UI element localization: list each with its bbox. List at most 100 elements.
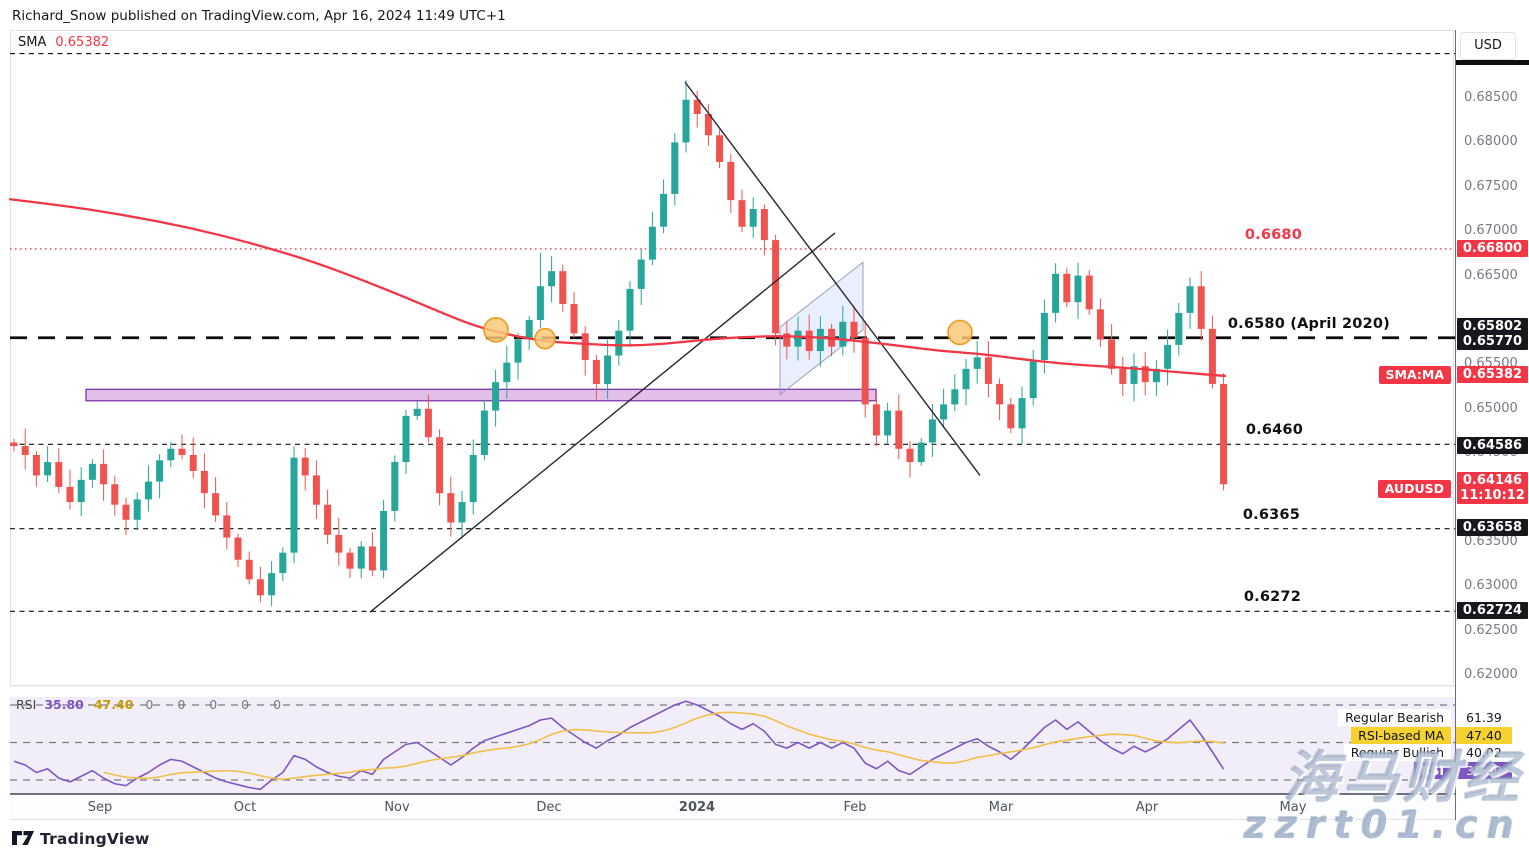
flag-pattern[interactable] [779,261,864,396]
candle [1186,286,1194,313]
candle [559,271,567,305]
support-zone-rectangle[interactable] [85,388,877,402]
sma-legend[interactable]: SMA 0.65382 [18,35,109,50]
candle [996,383,1004,405]
candle [357,546,365,569]
tradingview-logo[interactable]: TradingView [12,830,150,848]
rsi-legend-value: 35.80 [44,697,84,712]
rsi-row-label-regular-bullish: Regular Bullish [1343,744,1451,761]
price-axis[interactable]: USD 0.68500 0.68000 0.67500 0.67000 0.66500 0… [1455,30,1529,820]
rsi-legend[interactable]: RSI 35.80 47.40 0 0 0 0 0 [16,697,291,712]
candle [738,200,746,227]
candle [637,259,645,289]
circle-marker-1[interactable] [483,316,509,343]
candle [749,209,757,227]
candle [77,479,85,503]
candle [346,552,354,569]
candle [1141,366,1149,383]
candle [279,552,287,574]
candle [772,240,780,334]
candle [200,470,208,494]
candle [167,448,175,461]
price-tick-0.62500: 0.62500 [1464,622,1518,638]
price-badge-0.65382: 0.65382 [1457,365,1528,383]
candle [122,504,130,520]
trendline-2[interactable] [684,81,981,476]
price-tick-0.67500: 0.67500 [1464,178,1518,194]
candle [66,486,74,503]
candle [324,504,332,535]
rsi-ma-line[interactable] [103,711,1224,781]
series-tag-AUDUSD: AUDUSD [1377,479,1451,498]
sma-legend-value: 0.65382 [55,35,110,50]
candle [55,462,63,487]
candle [536,286,544,320]
candle [783,333,791,347]
sma-line[interactable] [8,198,1227,378]
candle [895,410,903,449]
candle [368,546,376,571]
currency-button[interactable]: USD [1460,32,1516,60]
rsi-row-value-61.39: 61.39 [1466,710,1502,725]
level-label-0.6680: 0.6680 [1244,226,1302,243]
rsi-legend-ma-value: 47.40 [93,697,134,712]
rsi-row-value-47.40: 47.40 [1456,727,1512,744]
candle [1063,273,1071,303]
candle [917,442,925,463]
sma-legend-label: SMA [18,35,47,50]
candle [413,408,421,416]
candle [940,404,948,420]
price-badge-0.64586: 0.64586 [1457,436,1528,454]
candle [301,457,309,476]
circle-marker-3[interactable] [947,319,973,346]
candle [794,330,802,347]
candle [424,408,432,438]
candle [88,463,96,480]
candle [335,534,343,553]
trendline-1[interactable] [369,232,836,613]
candle [693,99,701,114]
candle [492,382,500,411]
price-tick-0.67000: 0.67000 [1464,223,1518,239]
candle [671,142,679,194]
candle [660,193,668,227]
candle [480,410,488,455]
candle [245,559,253,580]
candle [1208,328,1216,384]
series-tag-SMA:MA: SMA:MA [1378,365,1451,384]
level-label-0.6460: 0.6460 [1245,422,1303,439]
candle [682,99,690,143]
candle [1197,286,1205,329]
candle [10,442,18,447]
time-axis[interactable]: Sep Oct Nov Dec 2024 Feb Mar Apr May [10,795,1455,820]
candle [839,321,847,347]
candle [1108,339,1116,369]
price-badge-0.66800: 0.66800 [1457,239,1528,257]
rsi-row-label-rsi: RSI [1413,762,1451,779]
candle [626,288,634,331]
tradingview-logo-text: TradingView [40,830,150,848]
price-tick-0.63500: 0.63500 [1464,534,1518,549]
candle [648,226,656,260]
candle [805,330,813,352]
candle [1119,368,1127,384]
circle-marker-2[interactable] [534,327,556,350]
candle [458,502,466,523]
time-axis-label-Sep: Sep [87,800,113,815]
candle [951,389,959,405]
price-tick-0.68500: 0.68500 [1464,90,1518,105]
rsi-row-label-rsi-based-ma: RSI-based MA [1351,727,1451,744]
candle [156,460,164,482]
candle [144,481,152,500]
rsi-row-value-40.02: 40.02 [1466,745,1502,760]
candle [1007,404,1015,429]
candle [21,446,29,455]
price-tick-0.66500: 0.66500 [1464,267,1518,283]
candle [402,415,410,463]
price-tick-0.65000: 0.65000 [1464,400,1518,416]
level-label-0.6580: 0.6580 (April 2020) [1227,315,1390,332]
candle [570,304,578,334]
candle [716,135,724,162]
